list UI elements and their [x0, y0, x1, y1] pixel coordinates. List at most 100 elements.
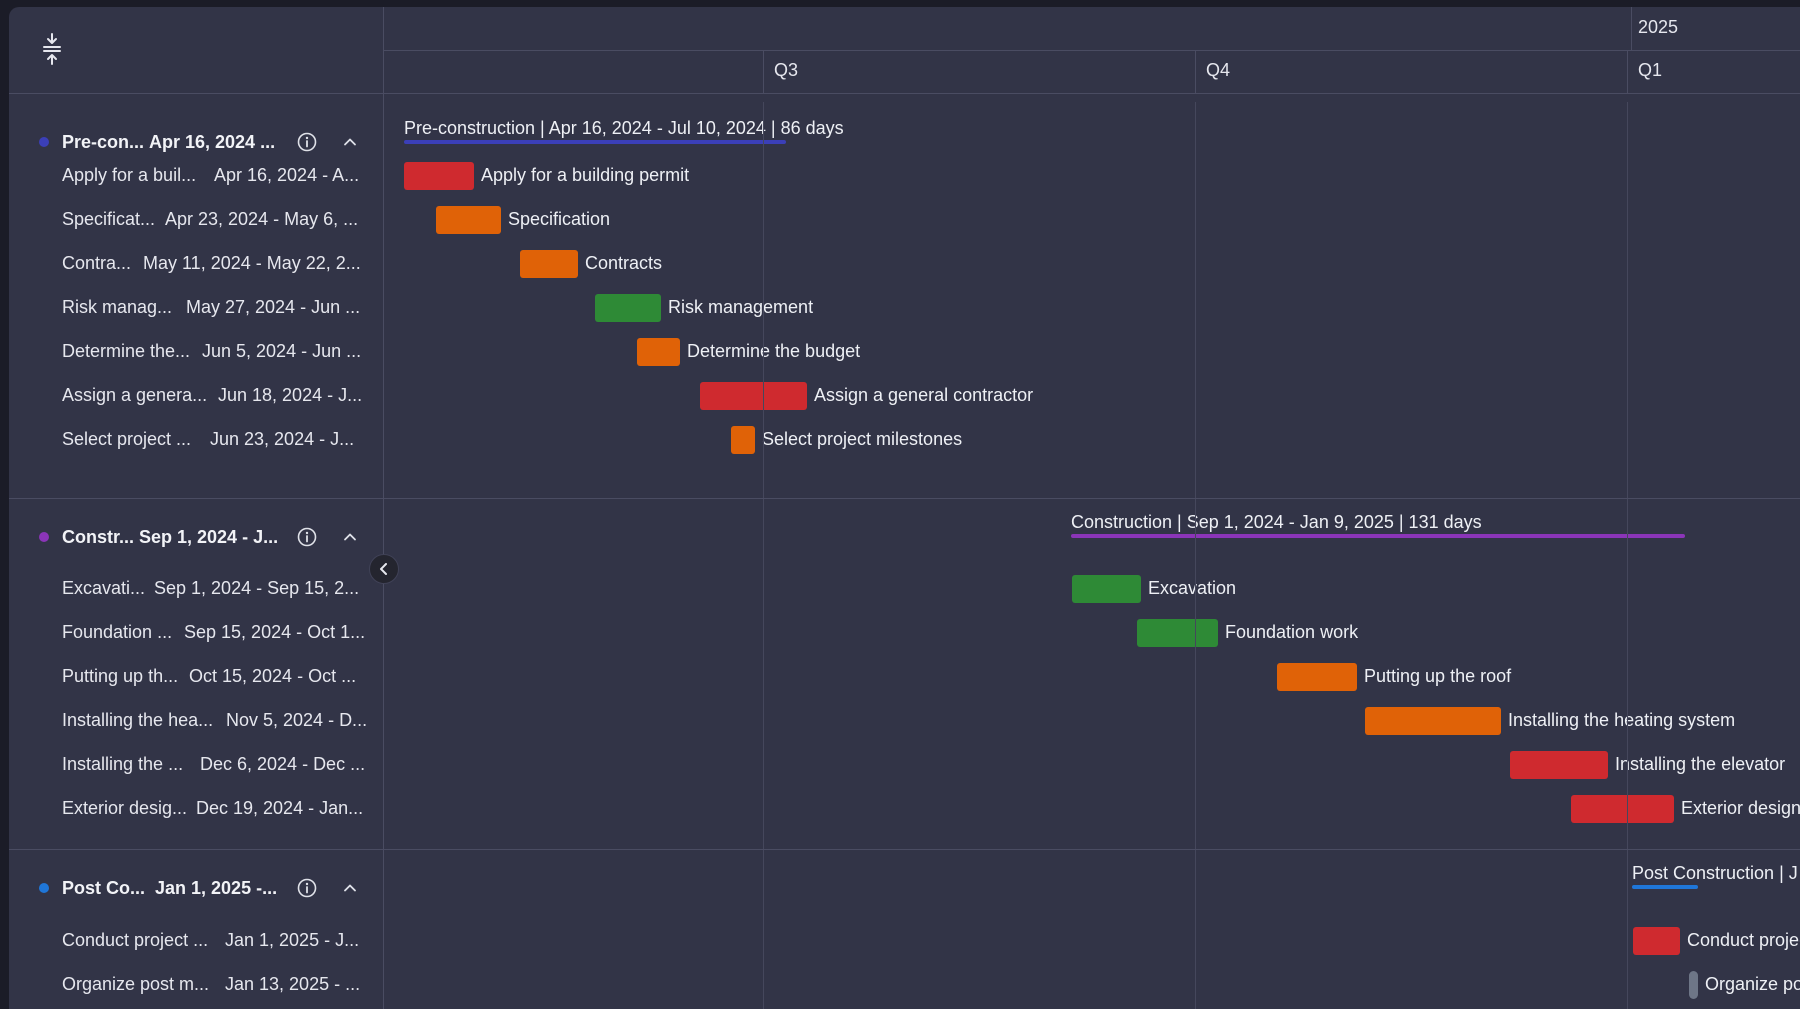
task-row[interactable]: Organize post m... Jan 13, 2025 - ... — [9, 964, 384, 1004]
task-date: Jun 5, 2024 - Jun ... — [202, 341, 362, 361]
quarter-label: Q3 — [774, 60, 799, 80]
task-row[interactable]: Putting up th... Oct 15, 2024 - Oct ... — [9, 656, 384, 696]
task-name: Putting up th... — [62, 666, 179, 686]
group-summary-bar[interactable] — [1632, 885, 1698, 889]
task-row[interactable]: Excavati... Sep 1, 2024 - Sep 15, 2... — [9, 568, 384, 608]
chevron-up-icon[interactable] — [342, 880, 358, 896]
group-row[interactable]: Constr... Sep 1, 2024 - J... — [9, 517, 384, 557]
task-name: Conduct project ... — [62, 930, 209, 950]
task-row[interactable]: Assign a genera... Jun 18, 2024 - J... — [9, 375, 384, 415]
task-date: May 11, 2024 - May 22, 2... — [143, 253, 361, 273]
task-bar[interactable] — [1365, 707, 1501, 735]
collapse-panel-button[interactable] — [369, 554, 399, 584]
quarter-tick — [763, 50, 764, 93]
quarter-grid-line — [763, 102, 764, 1009]
info-icon[interactable] — [296, 131, 318, 153]
task-bar-label: Exterior design — [1681, 798, 1800, 818]
group-row[interactable]: Post Co... Jan 1, 2025 -... — [9, 868, 384, 908]
task-bar[interactable] — [1571, 795, 1674, 823]
group-summary-bar[interactable] — [1071, 534, 1685, 538]
task-name: Installing the hea... — [62, 710, 214, 730]
task-bar-label: Contracts — [585, 253, 663, 273]
task-date: Sep 1, 2024 - Sep 15, 2... — [154, 578, 360, 598]
collapse-rows-icon[interactable] — [42, 33, 62, 65]
task-name: Apply for a buil... — [62, 165, 197, 185]
task-date: Dec 6, 2024 - Dec ... — [200, 754, 366, 774]
chevron-left-icon — [380, 563, 387, 575]
task-bar[interactable] — [520, 250, 578, 278]
task-bar[interactable] — [637, 338, 680, 366]
task-date: Apr 16, 2024 - A... — [214, 165, 360, 185]
task-bar[interactable] — [595, 294, 661, 322]
group-color-dot — [39, 883, 49, 893]
task-name: Exterior desig... — [62, 798, 188, 818]
year-tick — [1631, 7, 1632, 50]
chevron-up-icon[interactable] — [342, 134, 358, 150]
task-bar[interactable] — [1633, 927, 1680, 955]
task-row[interactable]: Risk manag... May 27, 2024 - Jun ... — [9, 287, 384, 327]
task-row[interactable]: Apply for a buil... Apr 16, 2024 - A... — [9, 155, 384, 195]
task-name: Specificat... — [62, 209, 156, 229]
gantt-timeline: Pre-construction | Apr 16, 2024 - Jul 10… — [384, 7, 1800, 1009]
task-bar[interactable] — [1072, 575, 1141, 603]
task-bar[interactable] — [731, 426, 755, 454]
task-name: Determine the... — [62, 341, 191, 361]
group-name: Constr... — [62, 527, 135, 547]
group-summary-label: Construction | Sep 1, 2024 - Jan 9, 2025… — [1071, 512, 1482, 532]
task-bar-label: Apply for a building permit — [481, 165, 690, 185]
group-color-dot — [39, 532, 49, 542]
task-bar[interactable] — [436, 206, 501, 234]
task-bar[interactable] — [1137, 619, 1218, 647]
task-row[interactable]: Foundation ... Sep 15, 2024 - Oct 1... — [9, 612, 384, 652]
group-summary-label: Post Construction | J — [1632, 863, 1798, 883]
task-name: Assign a genera... — [62, 385, 208, 405]
task-name: Foundation ... — [62, 622, 173, 642]
task-date: Jun 23, 2024 - J... — [210, 429, 355, 449]
chevron-up-icon[interactable] — [342, 529, 358, 545]
task-bar-label: Assign a general contractor — [814, 385, 1034, 405]
task-bar[interactable] — [700, 382, 807, 410]
task-bar-label: Conduct projec — [1687, 930, 1800, 950]
quarter-grid-line — [1195, 102, 1196, 1009]
task-row[interactable]: Select project ... Jun 23, 2024 - J... — [9, 419, 384, 459]
task-bar-label: Excavation — [1148, 578, 1237, 598]
task-date: Oct 15, 2024 - Oct ... — [189, 666, 357, 686]
task-name: Contra... — [62, 253, 132, 273]
task-bar-label: Foundation work — [1225, 622, 1359, 642]
task-bar-label: Putting up the roof — [1364, 666, 1512, 686]
task-row[interactable]: Contra... May 11, 2024 - May 22, 2... — [9, 243, 384, 283]
quarter-tick — [1627, 50, 1628, 93]
task-row[interactable]: Conduct project ... Jan 1, 2025 - J... — [9, 920, 384, 960]
group-date: Jan 1, 2025 -... — [155, 878, 278, 898]
task-row[interactable]: Installing the ... Dec 6, 2024 - Dec ... — [9, 744, 384, 784]
group-name: Pre-con... — [62, 132, 145, 152]
task-bar-label: Installing the elevator — [1615, 754, 1786, 774]
task-bar[interactable] — [1277, 663, 1357, 691]
group-summary-bar[interactable] — [404, 140, 786, 144]
task-date: Jan 1, 2025 - J... — [225, 930, 360, 950]
task-row[interactable]: Determine the... Jun 5, 2024 - Jun ... — [9, 331, 384, 371]
task-bar-label: Organize pos — [1705, 974, 1800, 994]
task-bar-label: Risk management — [668, 297, 814, 317]
task-date: May 27, 2024 - Jun ... — [186, 297, 361, 317]
gantt-app: Pre-con... Apr 16, 2024 ... Apply for a bu… — [9, 7, 1800, 1009]
task-bar[interactable] — [404, 162, 474, 190]
task-bar[interactable] — [1510, 751, 1608, 779]
task-bar-label: Select project milestones — [762, 429, 963, 449]
task-name: Installing the ... — [62, 754, 184, 774]
info-icon[interactable] — [296, 526, 318, 548]
task-bar[interactable] — [1689, 971, 1698, 999]
group-color-dot — [39, 137, 49, 147]
group-row[interactable]: Pre-con... Apr 16, 2024 ... — [9, 122, 384, 162]
info-icon[interactable] — [296, 877, 318, 899]
task-list-panel: Pre-con... Apr 16, 2024 ... Apply for a bu… — [9, 7, 384, 1009]
task-row[interactable]: Installing the hea... Nov 5, 2024 - D... — [9, 700, 384, 740]
quarter-grid-line — [1627, 102, 1628, 1009]
group-name: Post Co... — [62, 878, 146, 898]
task-row[interactable]: Exterior desig... Dec 19, 2024 - Jan... — [9, 788, 384, 828]
task-bar-label: Specification — [508, 209, 611, 229]
task-date: Apr 23, 2024 - May 6, ... — [165, 209, 359, 229]
task-name: Select project ... — [62, 429, 192, 449]
task-row[interactable]: Specificat... Apr 23, 2024 - May 6, ... — [9, 199, 384, 239]
task-date: Dec 19, 2024 - Jan... — [196, 798, 364, 818]
